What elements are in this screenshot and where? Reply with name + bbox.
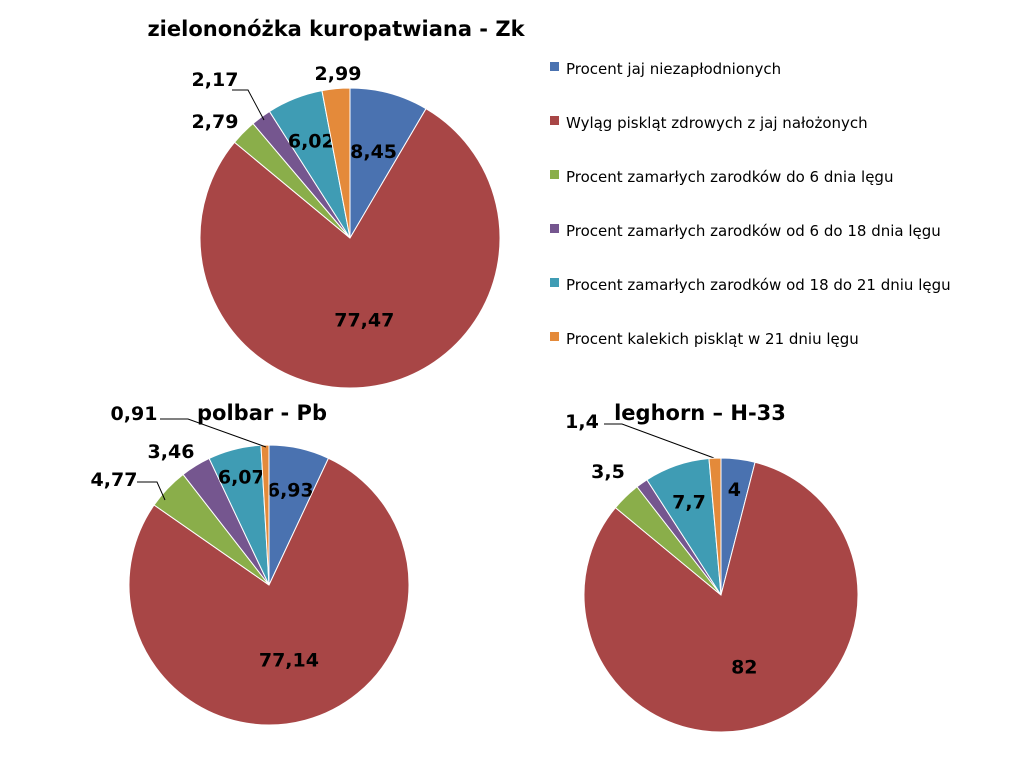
pie2-data-label-2: 3,5 [591,461,625,483]
pie2-data-label-0: 4 [728,479,741,501]
pie0-data-label-2: 2,79 [192,111,239,133]
legend-swatch-3 [550,224,559,233]
pie2-data-label-4: 7,7 [672,492,706,514]
chart-title-zk: zielononóżka kuropatwiana - Zk [147,17,525,41]
legend-label-3: Procent zamarłych zarodków od 6 do 18 dn… [566,222,941,240]
pie0-slice-5 [321,87,351,239]
pie0-data-label-1: 77,47 [334,309,394,331]
legend-swatch-1 [550,116,559,125]
pie1-data-label-0: 6,93 [267,479,314,501]
pie-chart-pb: 6,93 77,14 4,77 3,46 6,07 0,91 [91,403,410,726]
pie2-slice-1 [583,461,859,733]
legend-label-4: Procent zamarłych zarodków od 18 do 21 d… [566,276,951,294]
legend-swatch-4 [550,278,559,287]
pie0-data-label-4: 6,02 [288,130,335,152]
legend: Procent jaj niezapłodnionych Wyląg piskl… [550,60,951,348]
pie0-leader-3 [232,89,265,121]
legend-label-1: Wyląg piskląt zdrowych z jaj nałożonych [566,114,868,132]
legend-label-0: Procent jaj niezapłodnionych [566,60,781,78]
pie-chart-h33: 4 82 3,5 1,4 7,7 [565,411,859,733]
pie1-data-label-3: 3,46 [148,441,195,463]
legend-label-2: Procent zamarłych zarodków do 6 dnia lęg… [566,168,893,186]
pie0-data-label-0: 8,45 [350,141,397,163]
pie0-data-label-3: 2,17 [192,69,239,91]
pie1-data-label-2: 4,77 [91,469,138,491]
pie2-data-label-3: 1,4 [565,411,599,433]
pie1-data-label-1: 77,14 [259,649,319,671]
pie0-data-label-5: 2,99 [315,63,362,85]
chart-title-pb: polbar - Pb [197,401,327,425]
chart-title-h33: leghorn – H-33 [614,401,786,425]
pie0-slice-1 [199,108,501,389]
pie1-leader-5 [160,418,267,448]
pie2-data-label-1: 82 [731,657,757,679]
pie1-data-label-4: 6,07 [218,467,265,489]
pie2-slice-5 [708,457,722,596]
pie1-leader-2 [137,481,166,501]
legend-label-5: Procent kalekich piskląt w 21 dniu lęgu [566,330,859,348]
legend-swatch-0 [550,62,559,71]
pie1-data-label-5: 0,91 [111,403,158,425]
legend-swatch-5 [550,332,559,341]
legend-swatch-2 [550,170,559,179]
pie-chart-zk: 8,45 77,47 2,79 2,17 6,02 2,99 [192,63,501,389]
pie1-slice-1 [128,457,410,726]
pie2-leader-3 [604,423,715,459]
